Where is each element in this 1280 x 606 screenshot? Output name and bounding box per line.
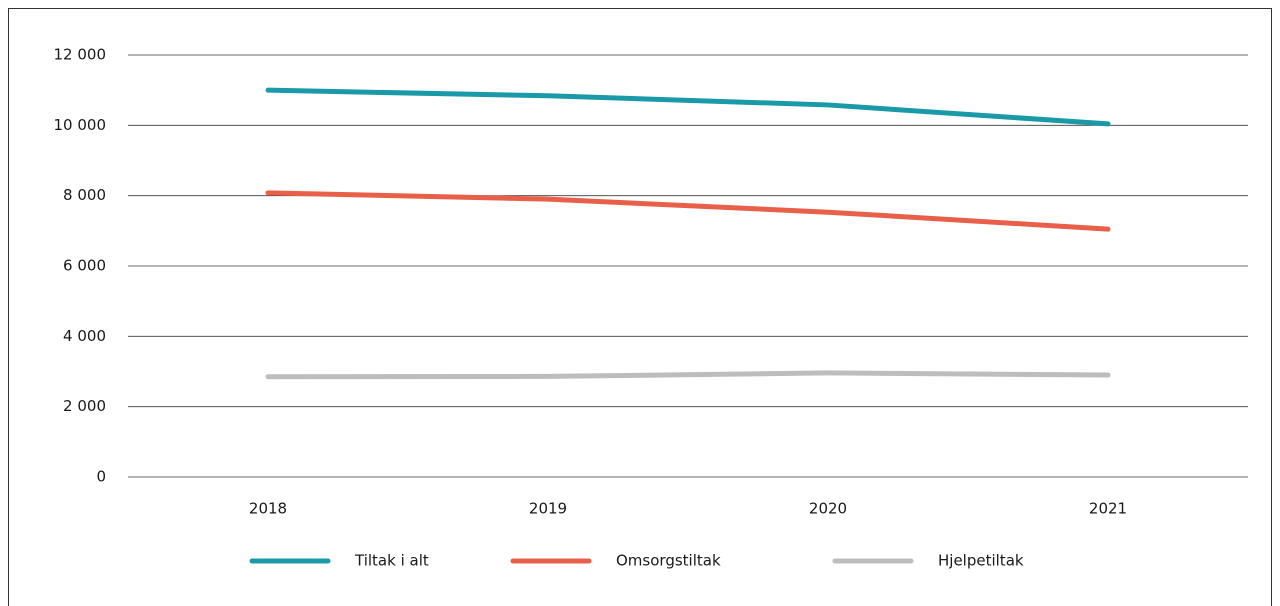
x-tick-label: 2019 bbox=[529, 500, 567, 518]
series-line bbox=[265, 190, 1111, 232]
legend-label: Omsorgstiltak bbox=[616, 552, 721, 570]
y-tick-label: 4 000 bbox=[63, 327, 106, 345]
series-line bbox=[265, 87, 1111, 127]
x-tick-label: 2021 bbox=[1089, 500, 1127, 518]
y-tick-label: 0 bbox=[96, 468, 106, 486]
y-tick-label: 2 000 bbox=[63, 397, 106, 415]
y-tick-label: 10 000 bbox=[54, 116, 107, 134]
x-tick-label: 2020 bbox=[809, 500, 847, 518]
legend-label: Tiltak i alt bbox=[354, 552, 429, 570]
y-tick-label: 8 000 bbox=[63, 186, 106, 204]
legend-label: Hjelpetiltak bbox=[938, 552, 1024, 570]
y-tick-label: 6 000 bbox=[63, 257, 106, 275]
series-line bbox=[265, 370, 1111, 380]
x-tick-label: 2018 bbox=[249, 500, 287, 518]
y-tick-label: 12 000 bbox=[54, 46, 107, 64]
frame bbox=[8, 8, 1272, 606]
